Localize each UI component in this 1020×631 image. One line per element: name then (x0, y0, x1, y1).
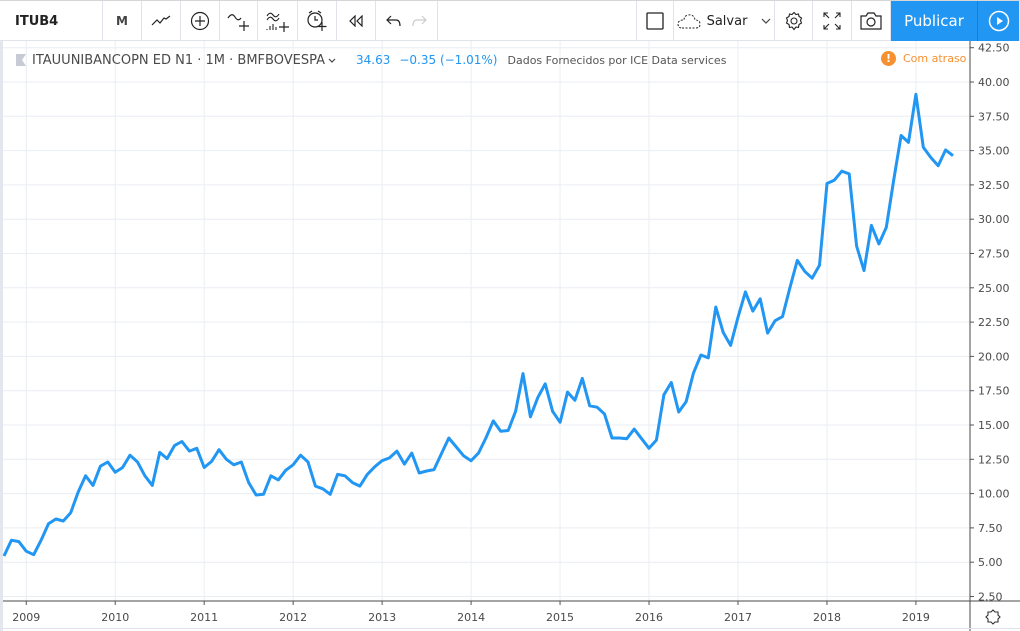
indicators-icon (227, 14, 249, 31)
settings-gear-icon (785, 11, 802, 31)
price-label: 27.50 (978, 248, 1010, 261)
price-label: 12.50 (978, 453, 1010, 466)
price-axis: 42.50 40.00 37.50 35.00 32.50 30.00 27.50 25.00… (969, 41, 1010, 631)
templates-button[interactable] (258, 1, 298, 41)
layout-square-icon (646, 12, 664, 30)
delay-badge[interactable]: ! Com atraso (881, 51, 966, 66)
compare-add-icon (190, 11, 210, 31)
interval-button[interactable]: M (103, 1, 142, 41)
publish-button[interactable]: Publicar (891, 1, 978, 41)
year-label: 2012 (279, 611, 307, 624)
price-label: 32.50 (978, 179, 1010, 192)
snapshot-button[interactable] (852, 1, 891, 41)
price-line[interactable] (2, 92, 954, 557)
year-label: 2011 (190, 611, 218, 624)
left-edge-strip (0, 41, 3, 631)
chevron-down-icon[interactable] (761, 18, 771, 24)
price-change: −0.35 (−1.01%) (399, 53, 498, 67)
year-label: 2013 (368, 611, 396, 624)
warning-icon: ! (881, 51, 896, 66)
price-label: 15.00 (978, 419, 1010, 432)
chart-style-button[interactable] (142, 1, 181, 41)
price-label: 22.50 (978, 316, 1010, 329)
price-label: 42.50 (978, 42, 1010, 55)
price-label: 25.00 (978, 282, 1010, 295)
replay-icon (349, 15, 363, 27)
time-axis: 2009 2010 2011 2012 2013 2014 2015 2016 2017 2018… (3, 600, 1020, 631)
undo-redo-group (376, 1, 438, 41)
axis-settings-icon[interactable] (984, 608, 1002, 626)
layout-button[interactable] (636, 1, 674, 41)
play-button[interactable] (978, 1, 1020, 41)
delay-label: Com atraso (903, 52, 967, 65)
top-toolbar: ITUB4 M Salvar Publicar (0, 0, 1020, 41)
year-label: 2015 (546, 611, 574, 624)
year-label: 2010 (101, 611, 129, 624)
price-label: 10.00 (978, 488, 1010, 501)
flag-icon[interactable] (16, 54, 26, 66)
year-label: 2016 (635, 611, 663, 624)
data-source: Dados Fornecidos por ICE Data services (507, 53, 727, 67)
line-chart-style-icon (151, 15, 171, 26)
price-label: 20.00 (978, 350, 1010, 363)
symbol-label: ITUB4 (15, 13, 59, 29)
price-label: 40.00 (978, 76, 1010, 89)
price-label: 7.50 (978, 522, 1003, 535)
indicators-button[interactable] (220, 1, 258, 41)
fullscreen-icon (823, 12, 841, 30)
symbol-title[interactable]: ITAUUNIBANCOPN ED N1 · 1M · BMFBOVESPA (32, 52, 325, 68)
price-label: 17.50 (978, 385, 1010, 398)
price-label: 2.50 (978, 591, 1003, 604)
replay-button[interactable] (337, 1, 376, 41)
camera-icon (860, 12, 882, 30)
price-series (2, 92, 954, 557)
year-label: 2009 (12, 611, 40, 624)
interval-label: M (116, 14, 128, 28)
chart-legend: ITAUUNIBANCOPN ED N1 · 1M · BMFBOVESPA 3… (16, 52, 726, 68)
last-price: 34.63 (356, 53, 391, 67)
alert-icon (307, 10, 327, 31)
price-label: 5.00 (978, 556, 1003, 569)
year-label: 2014 (457, 611, 485, 624)
cloud-save-icon (677, 14, 701, 29)
alert-button[interactable] (298, 1, 337, 41)
price-label: 37.50 (978, 110, 1010, 123)
play-icon (988, 10, 1009, 32)
axis-corner (971, 602, 1020, 631)
save-label: Salvar (706, 13, 748, 29)
templates-icon (265, 12, 289, 32)
save-button[interactable]: Salvar (674, 1, 775, 41)
compare-button[interactable] (181, 1, 220, 41)
settings-button[interactable] (775, 1, 813, 41)
symbol-search-button[interactable]: ITUB4 (0, 1, 103, 41)
price-label: 30.00 (978, 213, 1010, 226)
chevron-down-icon[interactable] (328, 58, 336, 63)
redo-icon[interactable] (411, 15, 427, 27)
fullscreen-button[interactable] (813, 1, 852, 41)
publish-label: Publicar (904, 12, 964, 30)
price-label: 35.00 (978, 145, 1010, 158)
year-label: 2019 (902, 611, 930, 624)
chart-grid (3, 41, 970, 601)
undo-icon[interactable] (386, 15, 402, 27)
year-label: 2018 (813, 611, 841, 624)
year-label: 2017 (724, 611, 752, 624)
